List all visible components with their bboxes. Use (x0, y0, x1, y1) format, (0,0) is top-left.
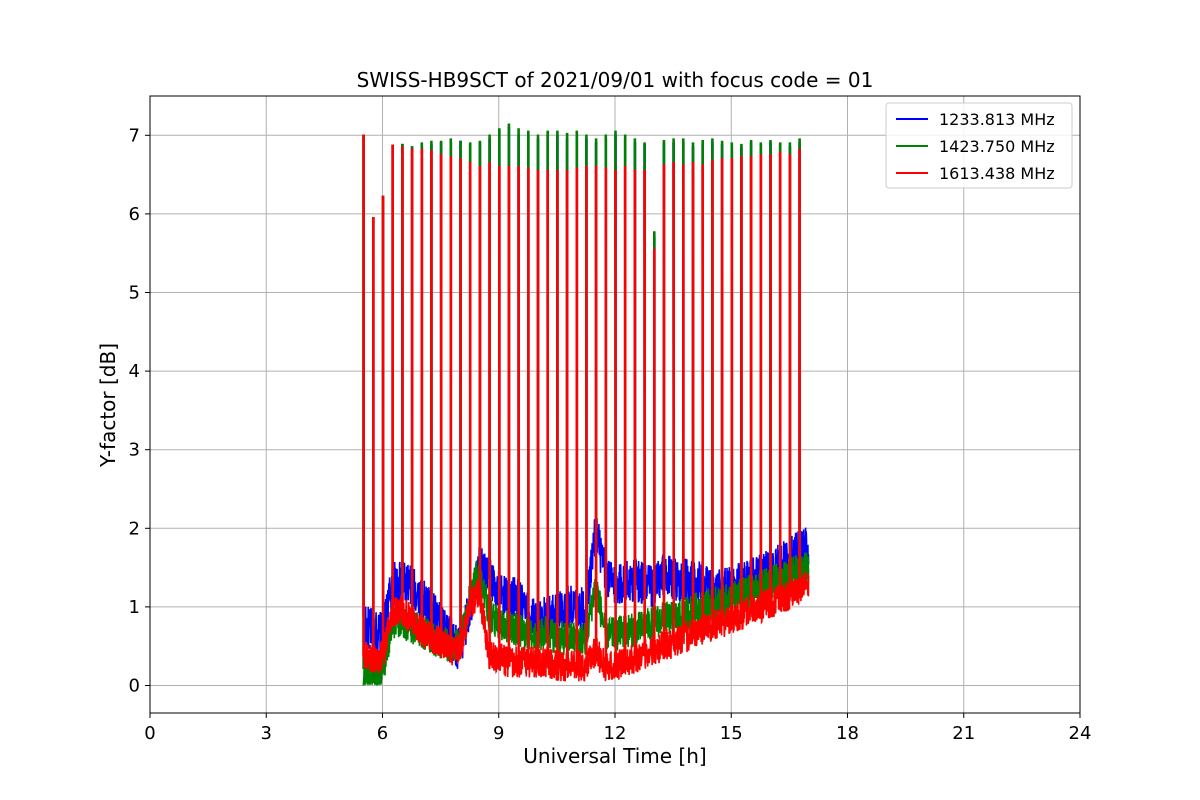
y-tick-label: 1 (129, 597, 140, 618)
y-tick-label: 7 (129, 125, 140, 146)
legend-label-1: 1233.813 MHz (939, 110, 1055, 129)
x-tick-label: 18 (836, 723, 859, 744)
x-tick-label: 12 (604, 723, 627, 744)
y-tick-label: 2 (129, 518, 140, 539)
x-tick-label: 21 (952, 723, 975, 744)
legend-box (885, 102, 1073, 189)
series-line-3 (362, 134, 810, 682)
y-tick-label: 0 (129, 675, 140, 696)
legend-label-2: 1423.750 MHz (939, 137, 1055, 156)
y-tick-label: 3 (129, 440, 140, 461)
x-tick-label: 3 (261, 723, 272, 744)
legend: 1233.813 MHz 1423.750 MHz 1613.438 MHz (885, 102, 1073, 189)
y-tick-label: 6 (129, 204, 140, 225)
y-tick-label: 5 (129, 282, 140, 303)
chart-title: SWISS-HB9SCT of 2021/09/01 with focus co… (357, 68, 874, 92)
x-tick-label: 24 (1069, 723, 1092, 744)
y-axis-label: Y-factor [dB] (96, 343, 120, 468)
x-tick-label: 6 (377, 723, 388, 744)
x-tick-label: 0 (144, 723, 155, 744)
x-tick-label: 15 (720, 723, 743, 744)
legend-label-3: 1613.438 MHz (939, 164, 1055, 183)
x-tick-label: 9 (493, 723, 504, 744)
plot-data (362, 123, 810, 686)
x-axis-label: Universal Time [h] (523, 744, 706, 768)
y-tick-label: 4 (129, 361, 140, 382)
